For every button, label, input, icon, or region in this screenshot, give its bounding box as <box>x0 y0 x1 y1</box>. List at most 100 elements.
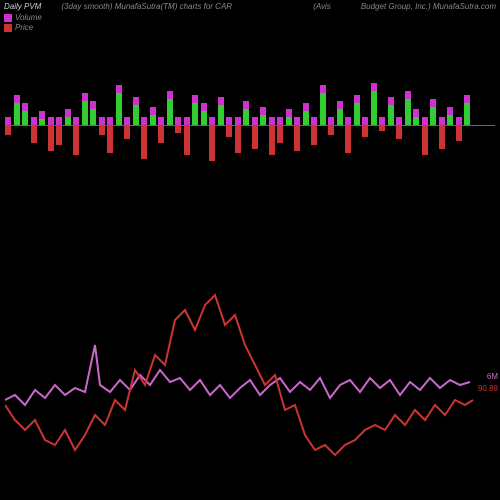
volume-cap <box>252 117 258 125</box>
volume-bar <box>48 125 54 151</box>
header-right: Budget Group, Inc.) MunafaSutra.com <box>361 2 496 11</box>
volume-bar <box>260 115 266 125</box>
volume-cap <box>107 117 113 125</box>
volume-bar <box>345 125 351 153</box>
volume-bar <box>22 111 28 125</box>
volume-cap <box>269 117 275 125</box>
volume-cap <box>320 85 326 93</box>
volume-cap <box>260 107 266 115</box>
volume-cap <box>277 117 283 125</box>
volume-cap <box>48 117 54 125</box>
volume-bar <box>439 125 445 149</box>
volume-bar <box>175 125 181 133</box>
legend: Volume Price <box>0 13 500 33</box>
volume-cap <box>354 95 360 103</box>
y-label-6m: 6M <box>487 372 498 381</box>
legend-price-label: Price <box>15 23 33 33</box>
volume-bar <box>99 125 105 135</box>
volume-bar <box>464 103 470 125</box>
price-swatch <box>4 24 12 32</box>
volume-cap <box>464 95 470 103</box>
volume-bar <box>294 125 300 151</box>
volume-cap <box>413 109 419 117</box>
volume-cap <box>294 117 300 125</box>
volume-bar <box>362 125 368 137</box>
volume-bar <box>14 103 20 125</box>
volume-cap <box>116 85 122 93</box>
volume-cap <box>430 99 436 107</box>
legend-price: Price <box>4 23 496 33</box>
volume-cap <box>141 117 147 125</box>
volume-cap <box>31 117 37 125</box>
volume-cap <box>328 117 334 125</box>
volume-bar <box>456 125 462 141</box>
volume-cap <box>201 103 207 111</box>
volume-bar <box>371 91 377 125</box>
volume-cap <box>422 117 428 125</box>
volume-bar <box>73 125 79 155</box>
chart-header: Daily PVM (3day smooth) MunafaSutra(TM) … <box>0 0 500 13</box>
volume-bar <box>226 125 232 137</box>
header-mid2: (Avis <box>313 2 361 11</box>
volume-cap <box>99 117 105 125</box>
volume-bar <box>303 111 309 125</box>
volume-bar <box>320 93 326 125</box>
volume-cap <box>65 109 71 117</box>
volume-bar <box>124 125 130 139</box>
volume-cap <box>150 107 156 115</box>
volume-cap <box>456 117 462 125</box>
volume-cap <box>226 117 232 125</box>
volume-cap <box>90 101 96 109</box>
volume-bar <box>413 117 419 125</box>
volume-bar <box>388 105 394 125</box>
volume-bar <box>158 125 164 143</box>
volume-bar <box>39 119 45 125</box>
volume-bar <box>90 109 96 125</box>
volume-cap <box>5 117 11 125</box>
volume-bar <box>167 99 173 125</box>
volume-cap <box>447 107 453 115</box>
volume-cap <box>303 103 309 111</box>
volume-cap <box>405 91 411 99</box>
volume-cap <box>218 97 224 105</box>
volume-cap <box>286 109 292 117</box>
volume-bar <box>277 125 283 143</box>
volume-cap <box>209 117 215 125</box>
volume-cap <box>379 117 385 125</box>
volume-cap <box>158 117 164 125</box>
price-line <box>5 295 473 455</box>
volume-bar <box>141 125 147 159</box>
volume-cap <box>192 95 198 103</box>
volume-bar <box>243 109 249 125</box>
line-svg <box>5 250 475 490</box>
y-label-9089: 90.89 <box>478 384 498 393</box>
volume-line <box>5 345 470 405</box>
volume-bar <box>82 101 88 125</box>
volume-cap <box>396 117 402 125</box>
volume-cap <box>124 117 130 125</box>
volume-bar <box>31 125 37 143</box>
volume-swatch <box>4 14 12 22</box>
volume-bar <box>422 125 428 155</box>
volume-bar <box>269 125 275 155</box>
volume-cap <box>22 103 28 111</box>
volume-bar <box>430 107 436 125</box>
volume-bar <box>354 103 360 125</box>
volume-bar <box>286 117 292 125</box>
volume-cap <box>337 101 343 109</box>
line-chart <box>5 250 475 490</box>
header-left: Daily PVM <box>4 2 41 11</box>
volume-cap <box>133 97 139 105</box>
volume-cap <box>439 117 445 125</box>
volume-cap <box>14 95 20 103</box>
volume-bar <box>252 125 258 149</box>
volume-bar <box>5 125 11 135</box>
volume-bar <box>65 117 71 125</box>
header-mid: (3day smooth) MunafaSutra(TM) charts for… <box>41 2 313 11</box>
volume-cap <box>388 97 394 105</box>
volume-cap <box>73 117 79 125</box>
volume-bar <box>133 105 139 125</box>
volume-bar <box>56 125 62 145</box>
volume-cap <box>167 91 173 99</box>
volume-cap <box>39 111 45 119</box>
